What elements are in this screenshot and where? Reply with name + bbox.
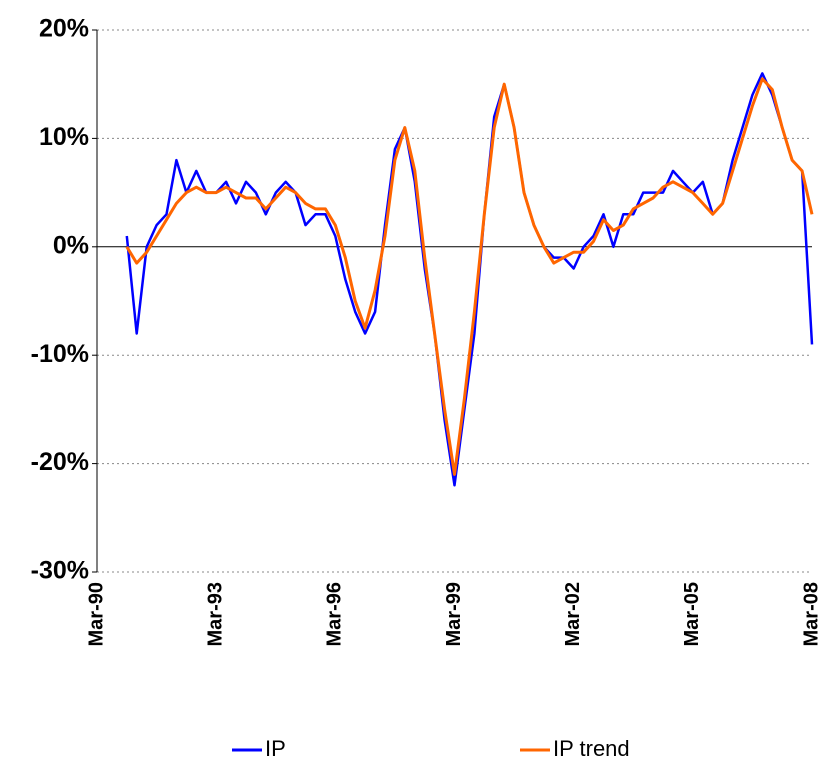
x-tick-label: Mar-93 [204, 582, 226, 646]
series-line [125, 77, 814, 476]
y-tick-label: 10% [39, 123, 89, 151]
y-tick-label: -30% [31, 557, 89, 585]
x-tick-label: Mar-90 [85, 582, 107, 646]
legend-label: IP trend [553, 736, 630, 761]
x-tick-label: Mar-02 [562, 582, 584, 646]
legend-label: IP [265, 736, 286, 761]
y-tick-label: -20% [31, 448, 89, 476]
y-tick-label: 20% [39, 15, 89, 43]
x-tick-label: Mar-99 [443, 582, 465, 646]
y-tick-label: 0% [53, 231, 89, 259]
x-tick-label: Mar-05 [681, 582, 703, 646]
x-tick-label: Mar-08 [800, 582, 822, 646]
y-tick-label: -10% [31, 340, 89, 368]
series-line [125, 72, 814, 487]
x-tick-label: Mar-96 [324, 582, 346, 646]
